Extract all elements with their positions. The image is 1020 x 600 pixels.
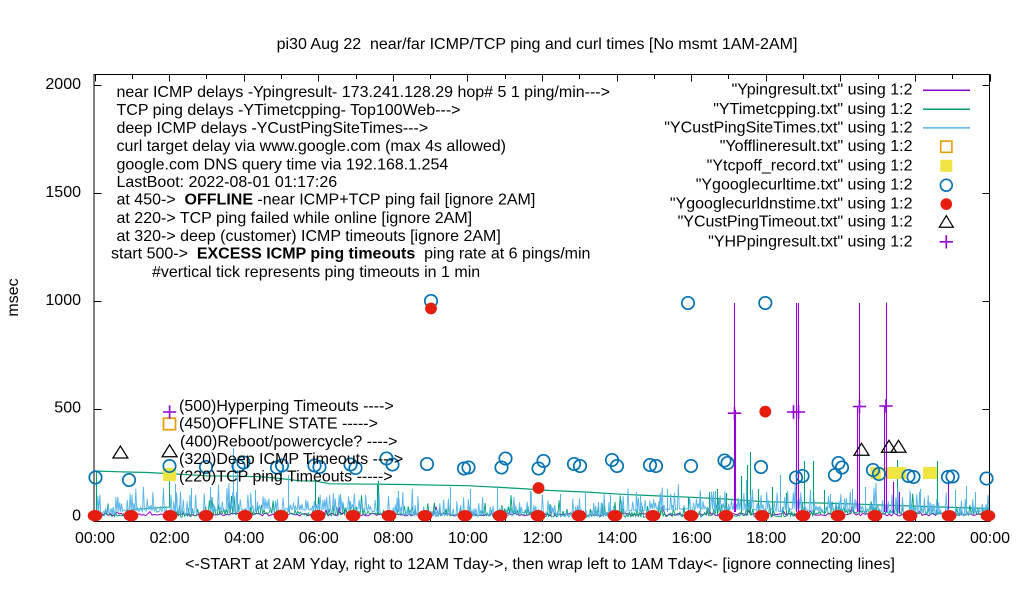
svg-text:"Ygooglecurldnstime.txt" using: "Ygooglecurldnstime.txt" using 1:2 <box>670 196 913 213</box>
svg-text:0: 0 <box>72 508 81 525</box>
svg-text:12:00: 12:00 <box>522 530 562 547</box>
svg-text:TCP ping delays -YTimetcpping-: TCP ping delays -YTimetcpping- Top100Web… <box>117 102 461 119</box>
svg-text:00:00: 00:00 <box>970 530 1010 547</box>
svg-text:"Ytcpoff_record.txt" using 1:2: "Ytcpoff_record.txt" using 1:2 <box>707 157 913 174</box>
svg-text:16:00: 16:00 <box>672 530 712 547</box>
svg-text:(220)TCP ping Timeouts ----->: (220)TCP ping Timeouts -----> <box>179 469 393 486</box>
svg-text:"Ypingresult.txt" using 1:2: "Ypingresult.txt" using 1:2 <box>732 82 913 99</box>
svg-text:#vertical tick represents ping: #vertical tick represents ping timeouts … <box>152 264 480 281</box>
svg-text:14:00: 14:00 <box>597 530 637 547</box>
svg-text:22:00: 22:00 <box>895 530 935 547</box>
svg-text:near ICMP delays -Ypingresult-: near ICMP delays -Ypingresult- 173.241.1… <box>117 84 610 101</box>
svg-text:1000: 1000 <box>45 292 81 309</box>
svg-text:(450)OFFLINE STATE ----->: (450)OFFLINE STATE -----> <box>179 416 378 433</box>
svg-text:msec: msec <box>5 278 22 316</box>
svg-text:"YCustPingTimeout.txt" using 1: "YCustPingTimeout.txt" using 1:2 <box>678 214 913 231</box>
svg-text:500: 500 <box>54 400 81 417</box>
svg-text:"YCustPingSiteTimes.txt" using: "YCustPingSiteTimes.txt" using 1:2 <box>664 119 912 136</box>
svg-text:"Ygooglecurltime.txt" using 1:: "Ygooglecurltime.txt" using 1:2 <box>696 177 913 194</box>
svg-text:at 320-> deep (customer) ICMP: at 320-> deep (customer) ICMP timeouts [… <box>117 228 501 245</box>
svg-text:"Yofflineresult.txt" using 1:2: "Yofflineresult.txt" using 1:2 <box>720 138 913 155</box>
svg-text:(320)Deep ICMP Timeouts ---->: (320)Deep ICMP Timeouts ----> <box>179 451 403 468</box>
svg-text:08:00: 08:00 <box>373 530 413 547</box>
svg-text:10:00: 10:00 <box>448 530 488 547</box>
svg-text:(500)Hyperping Timeouts ---->: (500)Hyperping Timeouts ----> <box>179 398 394 415</box>
svg-text:at 220-> TCP ping failed while: at 220-> TCP ping failed while online [i… <box>117 210 473 227</box>
svg-text:curl target delay via www.goog: curl target delay via www.google.com (ma… <box>117 138 507 155</box>
svg-text:02:00: 02:00 <box>150 530 190 547</box>
svg-text:start 500-> EXCESS ICMP ping: start 500-> EXCESS ICMP ping timeouts pi… <box>111 246 590 263</box>
svg-text:04:00: 04:00 <box>224 530 264 547</box>
svg-text:18:00: 18:00 <box>746 530 786 547</box>
svg-text:06:00: 06:00 <box>299 530 339 547</box>
svg-text:2000: 2000 <box>45 76 81 93</box>
svg-text:1500: 1500 <box>45 184 81 201</box>
svg-text:google.com DNS query time via: google.com DNS query time via 192.168.1.… <box>117 156 449 173</box>
svg-text:"YHPpingresult.txt" using 1:2: "YHPpingresult.txt" using 1:2 <box>708 233 912 250</box>
svg-text:00:00: 00:00 <box>75 530 115 547</box>
svg-text:pi30 Aug 22 near/far ICMP/TCP: pi30 Aug 22 near/far ICMP/TCP ping and c… <box>277 36 798 53</box>
svg-text:20:00: 20:00 <box>821 530 861 547</box>
svg-text:"YTimetcpping.txt" using 1:2: "YTimetcpping.txt" using 1:2 <box>713 101 912 118</box>
svg-text:at 450-> OFFLINE -near ICMP+T: at 450-> OFFLINE -near ICMP+TCP ping fai… <box>117 192 536 209</box>
svg-text:deep ICMP delays -YCustPingSit: deep ICMP delays -YCustPingSiteTimes---> <box>117 120 429 137</box>
svg-text:<-START at 2AM Yday, right to: <-START at 2AM Yday, right to 12AM Tday-… <box>185 556 895 573</box>
svg-text:LastBoot: 2022-08-01 01:17:26: LastBoot: 2022-08-01 01:17:26 <box>117 174 338 191</box>
svg-text:(400)Reboot/powercycle? ---->: (400)Reboot/powercycle? ----> <box>180 434 397 451</box>
